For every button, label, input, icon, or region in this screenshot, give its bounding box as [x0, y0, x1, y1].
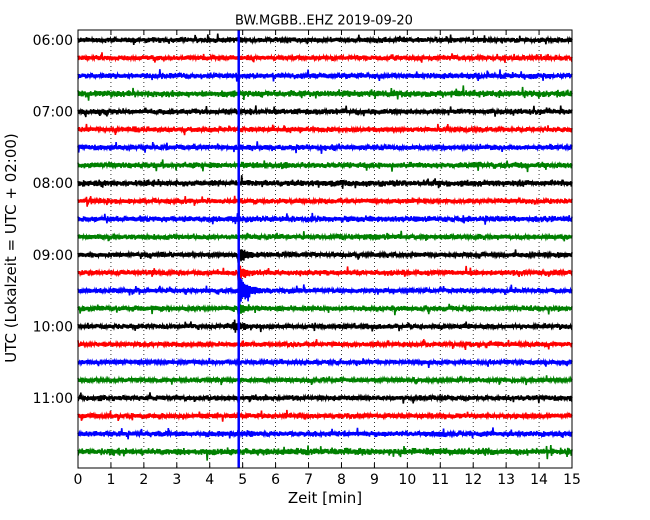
trace-1045 — [77, 375, 573, 386]
trace-0800 — [77, 175, 573, 189]
trace-0600 — [77, 33, 573, 45]
trace-1015 — [77, 339, 573, 350]
x-tick-label: 11 — [431, 472, 449, 488]
x-tick-label: 3 — [172, 472, 181, 488]
x-tick-label: 5 — [238, 472, 247, 488]
x-tick-label: 9 — [370, 472, 379, 488]
y-tick-label: 11:00 — [33, 391, 73, 407]
x-tick-label: 15 — [563, 472, 581, 488]
x-tick-label: 10 — [398, 472, 416, 488]
y-tick-label: 08:00 — [33, 176, 73, 192]
trace-0730 — [77, 141, 573, 154]
trace-1145 — [77, 445, 573, 461]
trace-0830 — [77, 212, 573, 225]
trace-0630 — [77, 69, 573, 82]
chart-title: BW.MGBB..EHZ 2019-09-20 — [235, 14, 413, 29]
trace-0945 — [77, 302, 573, 316]
y-axis-label: UTC (Lokalzeit = UTC + 02:00) — [2, 133, 20, 363]
trace-0715 — [77, 123, 573, 136]
trace-0915 — [77, 265, 573, 281]
y-tick-label: 06:00 — [33, 33, 73, 49]
trace-0700 — [77, 105, 573, 118]
x-axis-label: Zeit [min] — [288, 489, 362, 507]
y-tick-label: 09:00 — [33, 248, 73, 264]
y-tick-label: 07:00 — [33, 105, 73, 121]
trace-1000 — [77, 319, 573, 333]
x-tick-label: 7 — [304, 472, 313, 488]
x-axis: 0 1 2 3 4 5 6 7 8 9 10 11 12 13 14 15 — [74, 30, 581, 488]
x-tick-label: 14 — [530, 472, 548, 488]
trace-1100 — [77, 392, 573, 404]
trace-0615 — [77, 52, 573, 63]
trace-0930 — [77, 277, 573, 308]
x-tick-label: 12 — [464, 472, 482, 488]
x-tick-label: 2 — [139, 472, 148, 488]
traces — [77, 33, 573, 461]
x-tick-label: 6 — [271, 472, 280, 488]
x-tick-label: 8 — [337, 472, 346, 488]
trace-1130 — [77, 427, 573, 440]
y-tick-label: 10:00 — [33, 319, 73, 335]
trace-0645 — [77, 85, 573, 101]
x-tick-label: 0 — [74, 472, 83, 488]
trace-0845 — [77, 230, 573, 242]
plot-frame — [77, 29, 573, 469]
y-axis: 06:00 07:00 08:00 09:00 10:00 11:00 — [33, 33, 572, 407]
x-tick-label: 13 — [497, 472, 515, 488]
trace-1030 — [77, 357, 573, 368]
x-tick-label: 1 — [106, 472, 115, 488]
trace-0815 — [77, 195, 573, 207]
trace-0745 — [77, 159, 573, 173]
trace-0900 — [77, 249, 573, 263]
trace-1115 — [77, 409, 573, 422]
x-tick-label: 4 — [205, 472, 214, 488]
